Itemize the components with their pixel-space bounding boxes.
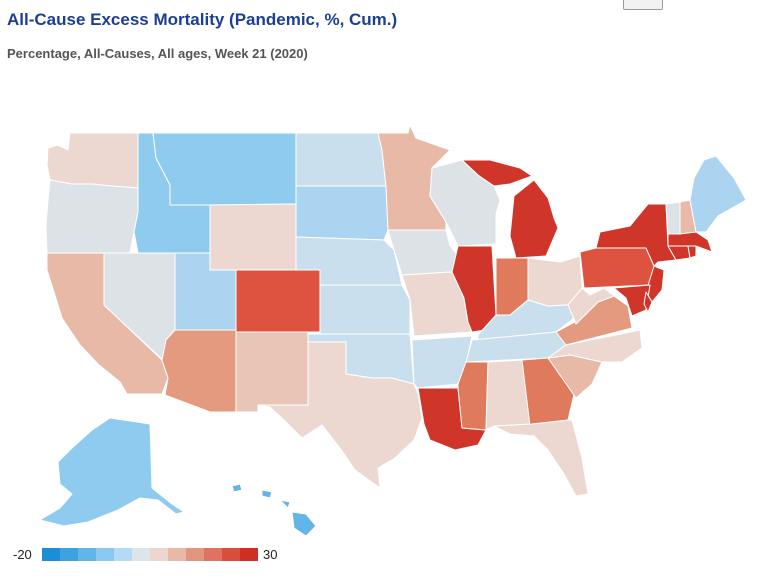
legend-color-bar — [42, 548, 258, 561]
legend-swatch — [132, 548, 150, 561]
state-nm[interactable] — [235, 331, 309, 413]
legend-swatch — [96, 548, 114, 561]
state-ms[interactable] — [457, 361, 489, 431]
legend-swatch — [204, 548, 222, 561]
state-ks[interactable] — [319, 284, 411, 335]
legend-swatch — [186, 548, 204, 561]
state-ak[interactable] — [39, 417, 185, 527]
state-mi[interactable] — [461, 159, 559, 259]
state-ri[interactable] — [687, 245, 697, 259]
state-nc[interactable] — [547, 329, 643, 363]
state-me[interactable] — [689, 155, 747, 233]
state-fl[interactable] — [493, 419, 589, 497]
chart-title: All-Cause Excess Mortality (Pandemic, %,… — [7, 10, 398, 29]
state-md[interactable] — [613, 284, 651, 317]
state-wv[interactable] — [567, 287, 615, 325]
state-sd[interactable] — [295, 185, 389, 241]
state-hi[interactable] — [231, 483, 317, 537]
state-az[interactable] — [161, 329, 237, 413]
legend-min-label: -20 — [13, 547, 32, 562]
state-pa[interactable] — [579, 247, 655, 289]
legend-max-label: 30 — [263, 547, 278, 562]
state-wy[interactable] — [209, 203, 297, 271]
legend-swatch — [150, 548, 168, 561]
legend-swatch — [42, 548, 60, 561]
state-de[interactable] — [643, 291, 653, 313]
state-il[interactable] — [451, 245, 497, 333]
legend-swatch — [168, 548, 186, 561]
chart-subtitle: Percentage, All-Causes, All ages, Week 2… — [7, 46, 308, 61]
legend-swatch — [60, 548, 78, 561]
state-wa[interactable] — [46, 132, 139, 189]
state-nd[interactable] — [295, 132, 387, 187]
state-vt[interactable] — [665, 201, 681, 235]
legend-swatch — [114, 548, 132, 561]
state-mt[interactable] — [152, 132, 297, 206]
legend-swatch — [222, 548, 240, 561]
legend-swatch — [78, 548, 96, 561]
state-tx[interactable] — [257, 341, 423, 489]
state-or[interactable] — [45, 179, 139, 254]
state-co[interactable] — [235, 269, 321, 333]
menu-button[interactable] — [623, 0, 663, 10]
legend-swatch — [240, 548, 258, 561]
